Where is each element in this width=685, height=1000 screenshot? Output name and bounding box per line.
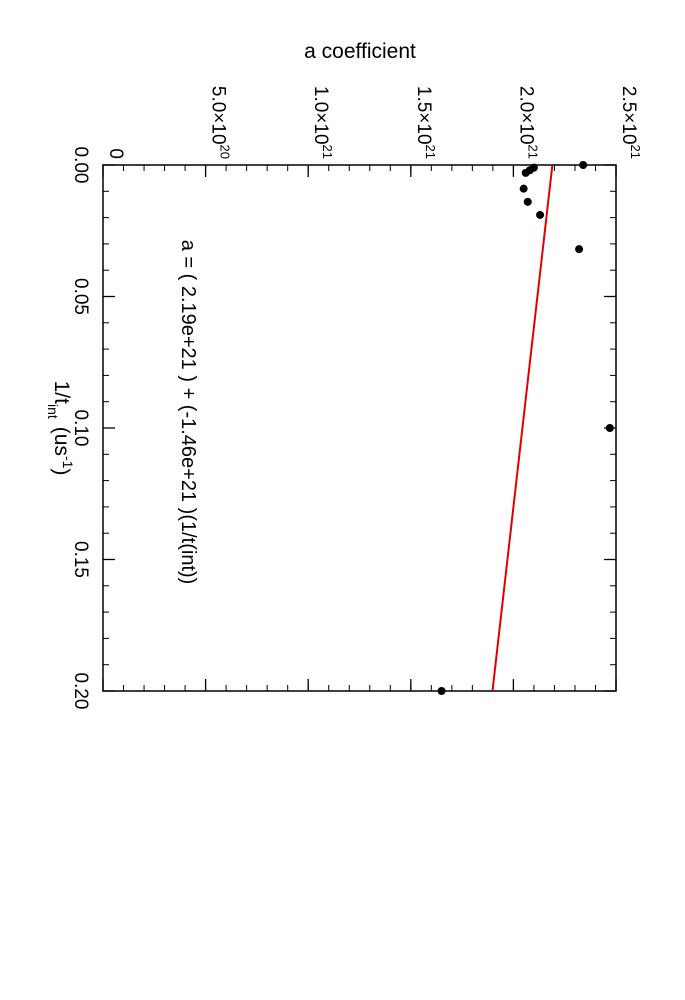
y-tick-label-text: 2.0×1021 <box>515 86 540 159</box>
x-axis-title-main: 1/t <box>50 381 73 405</box>
x-tick-label: 0.20 <box>70 673 91 710</box>
y-tick-label: 5.0×1020 <box>208 86 233 159</box>
x-axis-title-unit-sup: -1 <box>60 456 76 469</box>
fit-line-group <box>491 164 554 692</box>
axis-ticks: 0.00 0.05 0.10 0.15 0.20 0 5.0×1020 1.0×1021 1.5… <box>70 86 643 710</box>
y-tick-label: 1.0×1021 <box>310 86 335 159</box>
y-tick-label-text: 0 <box>105 148 126 159</box>
data-point <box>605 424 614 432</box>
y-tick-label-text: 1.0×1021 <box>310 86 335 159</box>
svg-text:1/tint(us-1): 1/tint (us-1) <box>45 381 76 476</box>
y-tick-label: 1.5×1021 <box>413 86 438 159</box>
x-axis-title-sub: int <box>45 404 61 419</box>
x-tick-label-text: 0.15 <box>70 541 91 578</box>
y-tick-label-text: 5.0×1020 <box>208 86 233 159</box>
data-points <box>437 161 614 695</box>
x-tick-label: 0.00 <box>70 147 91 184</box>
y-tick-label: 2.0×1021 <box>515 86 540 159</box>
x-tick-label-text: 0.00 <box>70 147 91 184</box>
x-tick-label-text: 0.10 <box>70 410 91 447</box>
fit-equation-text: a = ( 2.19e+21 ) + (-1.46e+21 )(1/t(int)… <box>177 240 199 585</box>
x-axis-title-unit-close: ) <box>50 468 73 475</box>
x-tick-label: 0.05 <box>70 278 91 315</box>
y-tick-label: 2.5×1021 <box>618 86 643 159</box>
y-axis-title: a coefficient <box>304 40 416 63</box>
data-point <box>536 210 545 219</box>
data-point <box>519 184 528 193</box>
data-point <box>523 197 532 206</box>
y-tick-label: 0 <box>105 148 126 159</box>
x-tick-label: 0.15 <box>70 541 91 578</box>
x-axis-title-unit: (us <box>50 427 73 456</box>
x-tick-label: 0.10 <box>70 410 91 447</box>
x-axis-title: 1/tint (us-1) <box>45 381 76 476</box>
x-tick-label-text: 0.20 <box>70 673 91 710</box>
y-tick-label-text: 1.5×1021 <box>413 86 438 159</box>
data-point <box>437 687 446 695</box>
x-tick-label-text: 0.05 <box>70 278 91 315</box>
data-point <box>521 168 530 177</box>
data-point <box>575 245 584 254</box>
fit-line <box>491 164 554 692</box>
fit-equation-annotation: a = ( 2.19e+21 ) + (-1.46e+21 )(1/t(int)… <box>177 240 199 585</box>
y-tick-label-text: 2.5×1021 <box>618 86 643 159</box>
data-point <box>579 161 588 169</box>
